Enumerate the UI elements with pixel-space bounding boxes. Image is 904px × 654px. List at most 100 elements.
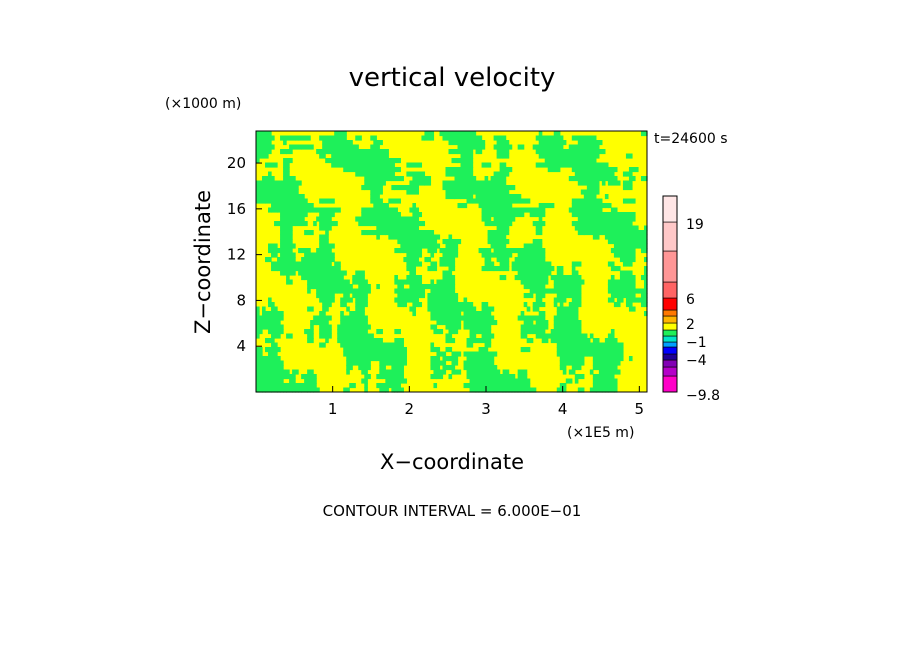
field-cell: [526, 270, 531, 276]
field-cell: [385, 230, 392, 236]
field-cell: [583, 194, 597, 200]
field-cell: [565, 306, 573, 312]
field-cell: [445, 257, 450, 263]
field-cell: [259, 149, 272, 155]
field-cell: [634, 239, 639, 245]
field-cell: [424, 180, 432, 186]
field-cell: [556, 270, 564, 276]
field-cell: [451, 324, 459, 330]
field-cell: [460, 162, 474, 168]
field-cell: [364, 185, 374, 191]
field-cell: [370, 342, 374, 348]
field-cell: [598, 383, 606, 389]
field-cell: [466, 369, 474, 375]
field-cell: [256, 149, 260, 155]
field-cell: [643, 302, 648, 308]
field-cell: [553, 288, 558, 294]
field-cell: [346, 315, 350, 321]
field-cell: [499, 162, 507, 168]
field-cell: [604, 347, 612, 353]
field-cell: [385, 360, 392, 366]
field-cell: [352, 351, 356, 357]
field-cell: [352, 275, 359, 281]
field-cell: [601, 230, 612, 236]
field-cell: [400, 360, 407, 366]
field-cell: [409, 279, 417, 285]
field-cell: [571, 221, 582, 227]
field-cell: [445, 248, 450, 254]
field-cell: [499, 153, 504, 159]
field-cell: [526, 252, 531, 258]
field-cell: [529, 243, 543, 249]
field-cell: [607, 351, 612, 357]
field-cell: [619, 279, 624, 285]
field-cell: [583, 338, 591, 344]
field-cell: [556, 311, 561, 317]
field-cell: [277, 387, 281, 393]
field-cell: [478, 329, 483, 335]
field-cell: [322, 207, 335, 213]
field-cell: [610, 221, 618, 227]
field-cell: [358, 162, 368, 168]
field-cell: [319, 135, 329, 141]
field-cell: [376, 338, 383, 344]
field-cell: [412, 176, 423, 182]
field-cell: [454, 320, 462, 326]
field-cell: [397, 216, 401, 222]
field-cell: [364, 351, 368, 357]
field-cell: [298, 198, 305, 204]
field-cell: [361, 212, 365, 218]
field-cell: [466, 356, 471, 362]
field-cell: [412, 212, 423, 218]
field-cell: [286, 167, 290, 173]
field-cell: [286, 369, 290, 375]
field-cell: [403, 279, 407, 285]
field-cell: [601, 342, 606, 348]
field-cell: [604, 342, 609, 348]
field-cell: [610, 351, 618, 357]
field-cell: [388, 342, 392, 348]
field-cell: [625, 270, 633, 276]
field-cell: [484, 221, 495, 227]
field-cell: [577, 302, 582, 308]
field-cell: [322, 306, 326, 312]
field-cell: [292, 369, 299, 375]
field-cell: [400, 216, 410, 222]
field-cell: [526, 378, 531, 384]
field-cell: [349, 297, 353, 303]
field-cell: [469, 383, 474, 389]
field-cell: [556, 338, 564, 344]
field-cell: [520, 329, 525, 335]
field-cell: [589, 162, 600, 168]
field-cell: [541, 203, 555, 209]
field-cell: [271, 194, 281, 200]
field-cell: [385, 369, 392, 375]
field-cell: [535, 288, 543, 294]
colorbar-swatch: [662, 281, 678, 299]
x-unit-label: (×1E5 m): [567, 425, 634, 441]
field-cell: [337, 324, 341, 330]
field-cell: [481, 162, 492, 168]
field-cell: [265, 387, 272, 393]
field-cell: [607, 333, 615, 339]
field-cell: [286, 149, 293, 155]
field-cell: [484, 257, 492, 263]
field-cell: [553, 131, 561, 137]
field-cell: [409, 306, 413, 312]
field-cell: [592, 338, 600, 344]
field-cell: [370, 189, 383, 195]
field-cell: [388, 234, 398, 240]
field-cell: [523, 320, 531, 326]
field-cell: [355, 135, 362, 141]
field-cell: [499, 230, 510, 236]
field-cell: [280, 248, 284, 254]
field-cell: [601, 387, 606, 393]
field-cell: [514, 275, 519, 281]
field-cell: [559, 365, 567, 371]
field-cell: [520, 315, 525, 321]
field-cell: [547, 333, 552, 339]
field-cell: [364, 293, 368, 299]
field-cell: [619, 284, 624, 290]
field-cell: [412, 306, 417, 312]
field-cell: [529, 320, 534, 326]
